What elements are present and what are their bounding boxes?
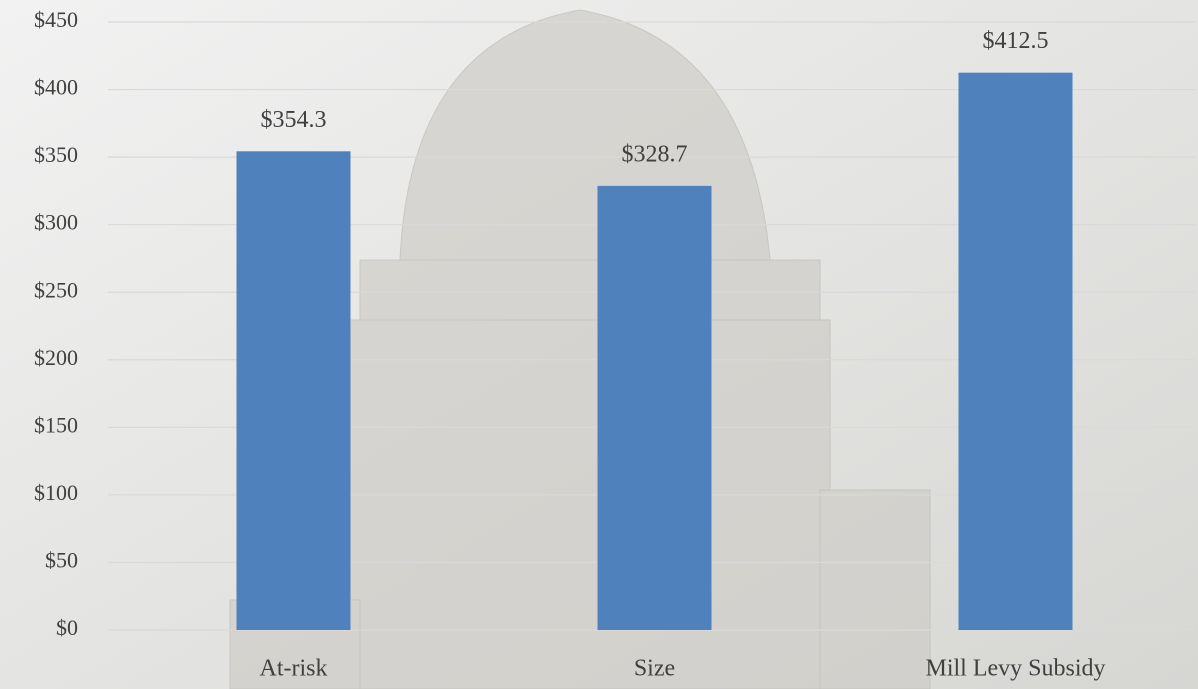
value-label: $328.7 (622, 141, 688, 167)
bar (236, 151, 351, 630)
y-tick-label: $250 (34, 277, 78, 302)
y-tick-label: $150 (34, 412, 78, 437)
bar (597, 185, 712, 630)
y-tick-label: $50 (45, 547, 78, 572)
x-tick-label: At-risk (260, 656, 328, 682)
value-label: $354.3 (261, 107, 327, 133)
y-tick-label: $450 (34, 7, 78, 32)
bar (958, 72, 1073, 630)
x-tick-label: Size (634, 656, 675, 682)
x-tick-label: Mill Levy Subsidy (925, 656, 1105, 682)
y-tick-label: $400 (34, 75, 78, 100)
value-label: $412.5 (983, 28, 1049, 54)
y-tick-label: $200 (34, 345, 78, 370)
y-tick-label: $300 (34, 210, 78, 235)
y-tick-label: $0 (56, 615, 78, 640)
y-tick-label: $350 (34, 142, 78, 167)
y-tick-label: $100 (34, 480, 78, 505)
